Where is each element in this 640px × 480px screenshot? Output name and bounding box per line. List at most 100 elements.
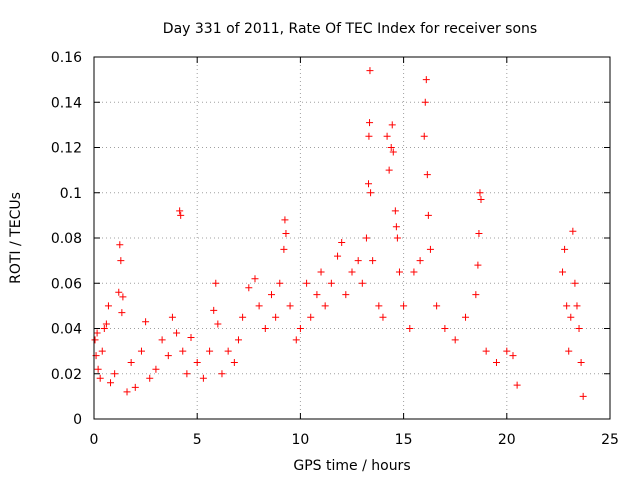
data-point [571, 279, 579, 287]
data-point [111, 370, 119, 378]
data-point [210, 306, 218, 314]
data-point [375, 302, 383, 310]
data-point [96, 374, 104, 382]
data-point [400, 302, 408, 310]
data-point [115, 288, 123, 296]
data-point [482, 347, 490, 355]
data-point [261, 325, 269, 332]
data-point [272, 313, 280, 321]
data-point [179, 347, 187, 355]
x-tick-label: 0 [90, 432, 99, 448]
data-point [422, 76, 430, 84]
data-point [338, 239, 346, 247]
data-point [388, 121, 396, 129]
data-point [433, 302, 441, 310]
data-point [173, 329, 181, 337]
data-point [212, 279, 220, 287]
y-tick-label: 0.08 [51, 231, 82, 247]
data-point [577, 358, 585, 366]
data-point [230, 358, 238, 366]
y-tick-label: 0.16 [51, 50, 82, 66]
data-point [509, 352, 517, 360]
data-point [239, 313, 247, 321]
plot-frame [93, 56, 611, 420]
data-point [476, 189, 484, 197]
data-point [286, 302, 294, 310]
data-point [416, 257, 424, 265]
data-point [117, 257, 125, 265]
data-point [91, 336, 99, 344]
data-point [475, 229, 483, 237]
data-point [206, 347, 214, 355]
data-point [379, 313, 387, 321]
data-point [441, 325, 449, 332]
data-point [334, 252, 342, 260]
data-point [176, 207, 184, 215]
data-point [131, 383, 139, 391]
data-point [391, 207, 399, 215]
x-tick-label: 15 [395, 432, 413, 448]
chart-title: Day 331 of 2011, Rate Of TEC Index for r… [163, 21, 537, 37]
data-point [317, 268, 325, 276]
data-point [492, 358, 500, 366]
data-point [420, 132, 428, 140]
data-point [451, 336, 459, 344]
y-tick-label: 0.12 [51, 141, 82, 157]
data-point [251, 275, 259, 283]
data-point [395, 268, 403, 276]
x-axis-label: GPS time / hours [293, 458, 410, 474]
data-point [102, 320, 110, 328]
data-point [424, 211, 432, 219]
data-point [462, 313, 470, 321]
data-point [292, 336, 300, 344]
y-tick-label: 0 [73, 412, 82, 428]
data-point [116, 241, 124, 249]
data-point [565, 347, 573, 355]
y-tick-label: 0.06 [51, 276, 82, 292]
data-point [146, 374, 154, 382]
data-point [276, 279, 284, 287]
data-point [513, 381, 521, 389]
data-point [177, 211, 185, 219]
data-point [187, 334, 195, 342]
data-point [94, 365, 102, 373]
data-point [569, 227, 577, 235]
data-point [342, 291, 350, 299]
y-tick-label: 0.02 [51, 367, 82, 383]
data-point [104, 302, 112, 310]
axis-ticks: 0 0.02 0.04 0.06 0.08 0.1 0.12 0.14 0.16 0 5 10 15 20… [51, 50, 619, 448]
data-point [199, 374, 207, 382]
data-point [268, 291, 276, 299]
x-tick-label: 20 [498, 432, 516, 448]
data-point [142, 318, 150, 326]
y-tick-label: 0.04 [51, 322, 82, 338]
data-point [327, 279, 335, 287]
data-points [91, 67, 587, 400]
data-point [362, 234, 370, 242]
data-point [164, 352, 172, 360]
data-point [426, 245, 434, 253]
data-point [567, 313, 575, 321]
data-point [410, 268, 418, 276]
data-point [218, 370, 226, 378]
data-point [365, 180, 373, 188]
data-point [152, 365, 160, 373]
x-tick-label: 5 [193, 432, 202, 448]
data-point [474, 261, 482, 269]
data-point [119, 293, 127, 301]
data-point [348, 268, 356, 276]
data-point [575, 325, 583, 332]
data-point [389, 148, 397, 156]
data-point [137, 347, 145, 355]
data-point [224, 347, 232, 355]
data-point [477, 196, 485, 204]
data-point [358, 279, 366, 287]
data-point [245, 284, 253, 292]
x-tick-label: 25 [601, 432, 619, 448]
data-point [183, 370, 191, 378]
data-point [421, 98, 429, 106]
data-point [354, 257, 362, 265]
y-axis-label: ROTI / TECUs [8, 192, 24, 284]
data-point [307, 313, 315, 321]
